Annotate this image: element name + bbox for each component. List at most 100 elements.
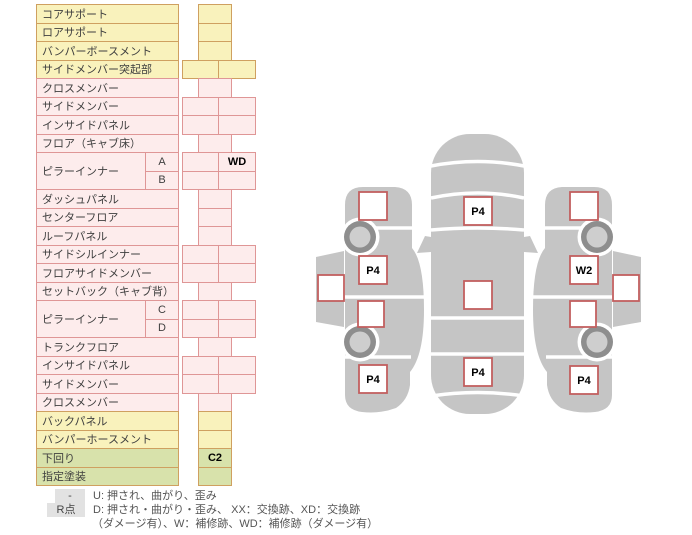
part-row-label: サイドメンバー突起部 [36, 59, 179, 79]
damage-marker-label-left-quarter-panel: P4 [366, 374, 380, 386]
part-row-label: インサイドパネル [36, 355, 179, 375]
pillar-sub-label: B [145, 170, 179, 190]
damage-marker-hood [463, 196, 493, 226]
right-side-view [533, 187, 641, 413]
part-row-label: 下回り [36, 448, 179, 468]
part-row-label: コアサポート [36, 4, 179, 24]
rear-wheel-icon [340, 322, 380, 362]
damage-marker-right-front-door [569, 255, 599, 285]
damage-marker-label-left-front-door: P4 [366, 265, 380, 277]
part-row-label: サイドシルインナー [36, 244, 179, 264]
part-row-label: ダッシュパネル [36, 189, 179, 209]
part-row-label: フロア（キャブ床） [36, 133, 179, 153]
grid-cell-right [218, 374, 256, 394]
damage-marker-trunk [463, 357, 493, 387]
grid-cell-center [198, 189, 232, 209]
legend-text-u: U: 押され、曲がり、歪み [93, 490, 217, 502]
legend-text-d: D: 押され・曲がり・歪み、 XX：交換跡、XD：交換跡 [93, 504, 361, 516]
grid-cell-left [182, 318, 219, 338]
damage-marker-left-front-fender [358, 191, 388, 221]
part-row-label: バンパーボースメント [36, 41, 179, 61]
part-row-label: ルーフパネル [36, 226, 179, 246]
part-row-label: クロスメンバー [36, 78, 179, 98]
part-row-label: ピラーインナー [36, 300, 146, 338]
grid-cell-center [198, 226, 232, 246]
right-mirror-icon [524, 236, 538, 253]
grid-cell-left [182, 115, 219, 135]
legend-text-d-cont: （ダメージ有）、W：補修跡、WD：補修跡（ダメージ有） [92, 518, 379, 530]
grid-cell-left [182, 263, 219, 283]
part-row-label: ピラーインナー [36, 152, 146, 190]
top-view-car [417, 134, 538, 414]
damage-marker-left-front-door [358, 255, 388, 285]
part-row-label: サイドメンバー [36, 374, 179, 394]
grid-cell-center [198, 337, 232, 357]
damage-marker-left-quarter-panel [358, 364, 388, 394]
grid-cell-right [218, 244, 256, 264]
damage-marker-label-right-quarter-panel: P4 [577, 375, 591, 387]
part-row-label: バックパネル [36, 411, 179, 431]
grid-cell-center [198, 4, 232, 24]
grid-cell-right [218, 59, 256, 79]
grid-cell-center [198, 207, 232, 227]
car-damage-diagram: P4 P4 P4 P4 W2 P4 [316, 134, 641, 414]
grid-cell-left [182, 374, 219, 394]
part-row-label: 指定塗装 [36, 466, 179, 486]
front-wheel-icon [340, 217, 380, 257]
damage-marker-right-rear-door [569, 300, 597, 328]
grid-cell-center [198, 411, 232, 431]
grid-cell-center [198, 281, 232, 301]
legend-key-rpoint: R点 [47, 503, 85, 517]
part-row-label: クロスメンバー [36, 392, 179, 412]
pillar-sub-label: A [145, 152, 179, 172]
left-mirror-icon [417, 236, 431, 253]
grid-cell-center [198, 429, 232, 449]
grid-cell-right [218, 263, 256, 283]
grid-cell-left [182, 355, 219, 375]
grid-cell-center [198, 41, 232, 61]
grid-cell-right: WD [218, 152, 256, 172]
part-row-label: サイドメンバー [36, 96, 179, 116]
part-row-label: フロアサイドメンバー [36, 263, 179, 283]
left-side-view [316, 187, 424, 413]
damage-marker-right-quarter-panel [569, 365, 599, 395]
grid-cell-left [182, 300, 219, 320]
grid-cell-left [182, 244, 219, 264]
pillar-sub-label: C [145, 300, 179, 320]
part-row-label: バンパーホースメント [36, 429, 179, 449]
grid-cell-center [198, 78, 232, 98]
damage-marker-right-side-sill [612, 274, 640, 302]
damage-markers: P4 P4 P4 P4 W2 P4 [317, 191, 640, 395]
damage-marker-left-rear-door [357, 300, 385, 328]
legend-key-minor: - [55, 489, 85, 503]
grid-cell-right [218, 355, 256, 375]
damage-marker-label-trunk: P4 [471, 367, 485, 379]
part-row-label: トランクフロア [36, 337, 179, 357]
grid-cell-center [198, 392, 232, 412]
pillar-sub-label: D [145, 318, 179, 338]
grid-cell-right [218, 300, 256, 320]
grid-cell-right [218, 96, 256, 116]
grid-cell-right [218, 170, 256, 190]
front-wheel-icon [577, 217, 617, 257]
grid-cell-left [182, 170, 219, 190]
rear-wheel-icon [577, 322, 617, 362]
grid-cell-right [218, 318, 256, 338]
grid-cell-center [198, 133, 232, 153]
part-row-label: インサイドパネル [36, 115, 179, 135]
part-row-label: ロアサポート [36, 22, 179, 42]
grid-cell-center [198, 22, 232, 42]
damage-marker-label-right-front-door: W2 [576, 265, 593, 277]
damage-marker-label-hood: P4 [471, 206, 485, 218]
grid-cell-left [182, 152, 219, 172]
grid-cell-left [182, 96, 219, 116]
grid-cell-center: C2 [198, 448, 232, 468]
part-row-label: セットバック（キャブ背） [36, 281, 179, 301]
grid-cell-center [198, 466, 232, 486]
grid-cell-right [218, 115, 256, 135]
damage-marker-left-side-sill [317, 274, 345, 302]
grid-cell-left [182, 59, 219, 79]
damage-marker-right-front-fender [569, 191, 599, 221]
part-row-label: センターフロア [36, 207, 179, 227]
